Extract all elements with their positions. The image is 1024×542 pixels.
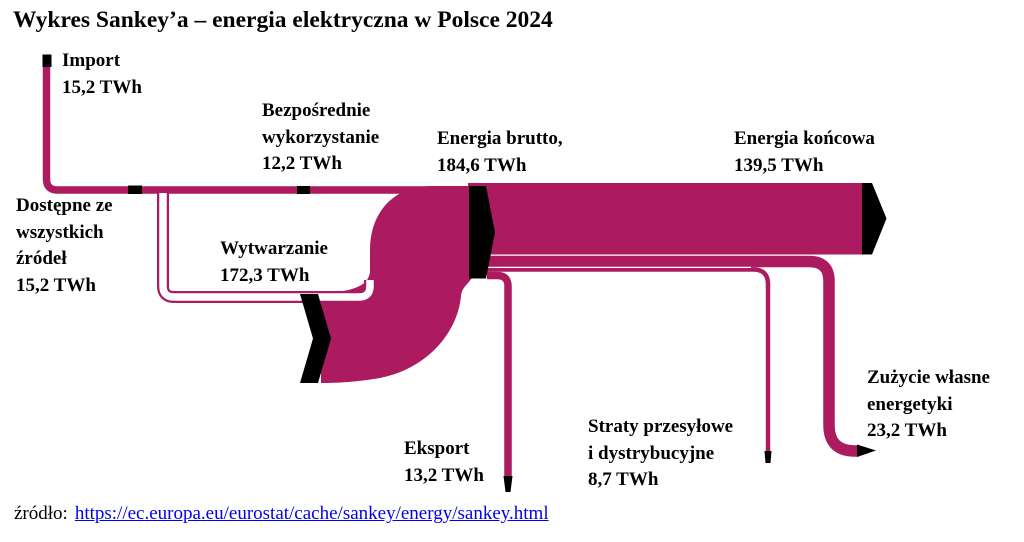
- node-import: [42, 54, 52, 67]
- node-dostepne: [128, 185, 142, 194]
- tip-straty: [764, 451, 772, 463]
- node-wytwarzanie: [300, 294, 331, 383]
- flow-eksport: [487, 271, 512, 478]
- label-energia-koncowa: Energia końcowa 139,5 TWh: [734, 128, 875, 176]
- flow-import: [42, 60, 471, 194]
- label-dostepne: Dostępne ze wszystkich źródeł 15,2 TWh: [16, 195, 113, 296]
- label-straty: Straty przesyłowe i dystrybucyjne 8,7 TW…: [588, 416, 734, 490]
- tip-eksport: [503, 476, 513, 492]
- source-prefix: źródło:: [14, 503, 68, 524]
- tip-zuzycie-arrow: [857, 444, 876, 457]
- label-zuzycie: Zużycie własne energetyki 23,2 TWh: [867, 367, 990, 441]
- label-energia-brutto: Energia brutto, 184,6 TWh: [437, 128, 563, 176]
- source-link[interactable]: https://ec.europa.eu/eurostat/cache/sank…: [74, 503, 549, 524]
- label-eksport: Eksport 13,2 TWh: [404, 438, 484, 486]
- pipe-dostepne-wytwarzanie-core: [159, 193, 374, 301]
- flow-zuzycie-wlasne: [487, 255, 857, 457]
- chart-title: Wykres Sankey’a – energia elektryczna w …: [13, 7, 553, 33]
- node-energia-brutto: [469, 186, 495, 279]
- flow-wytwarzanie-brutto: [321, 186, 472, 383]
- node-bezposrednie: [297, 186, 310, 194]
- label-wytwarzanie: Wytwarzanie 172,3 TWh: [220, 238, 328, 286]
- label-bezposrednie: Bezpośrednie wykorzystanie 12,2 TWh: [262, 100, 380, 174]
- label-import: Import 15,2 TWh: [62, 50, 142, 98]
- source-line: źródło: https://ec.europa.eu/eurostat/cac…: [14, 503, 549, 525]
- node-energia-koncowa-arrow: [862, 183, 887, 255]
- flow-energia-koncowa: [468, 183, 863, 255]
- flow-straty: [487, 267, 771, 452]
